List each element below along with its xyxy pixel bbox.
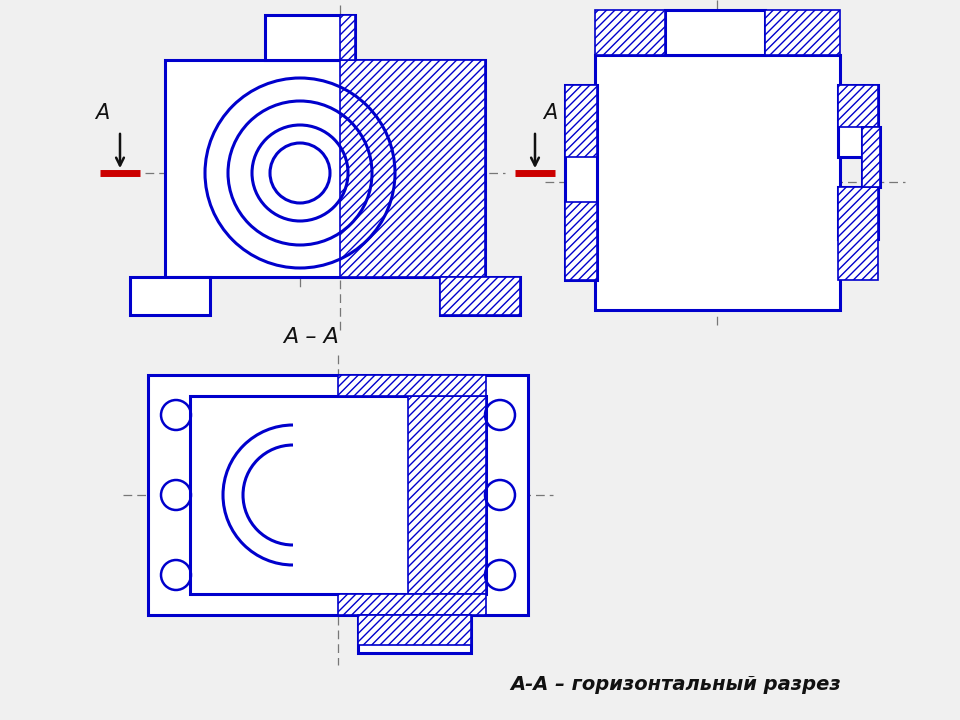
Polygon shape [340,15,355,60]
Polygon shape [862,127,880,187]
Bar [838,187,878,239]
Text: А – А: А – А [283,327,339,347]
Bar [358,615,471,653]
Polygon shape [595,10,665,55]
Polygon shape [340,60,485,277]
Bar [665,10,765,55]
Text: A: A [543,103,557,123]
Bar [165,60,485,277]
Bar [148,375,528,615]
Polygon shape [838,85,878,127]
Polygon shape [565,202,597,280]
Polygon shape [358,615,471,645]
Polygon shape [440,277,520,315]
Bar [190,396,486,594]
Bar [595,55,840,310]
Polygon shape [338,375,486,396]
Polygon shape [338,594,486,615]
Text: A: A [95,103,109,123]
Bar [130,277,210,315]
Bar [565,85,597,280]
Polygon shape [565,85,597,157]
Bar [265,15,355,60]
Bar [862,127,880,187]
Polygon shape [838,187,878,280]
Text: A-A – горизонтальный разрез: A-A – горизонтальный разрез [510,675,841,695]
Bar [440,277,520,315]
Polygon shape [765,10,840,55]
Bar [838,85,878,157]
Polygon shape [408,396,486,594]
